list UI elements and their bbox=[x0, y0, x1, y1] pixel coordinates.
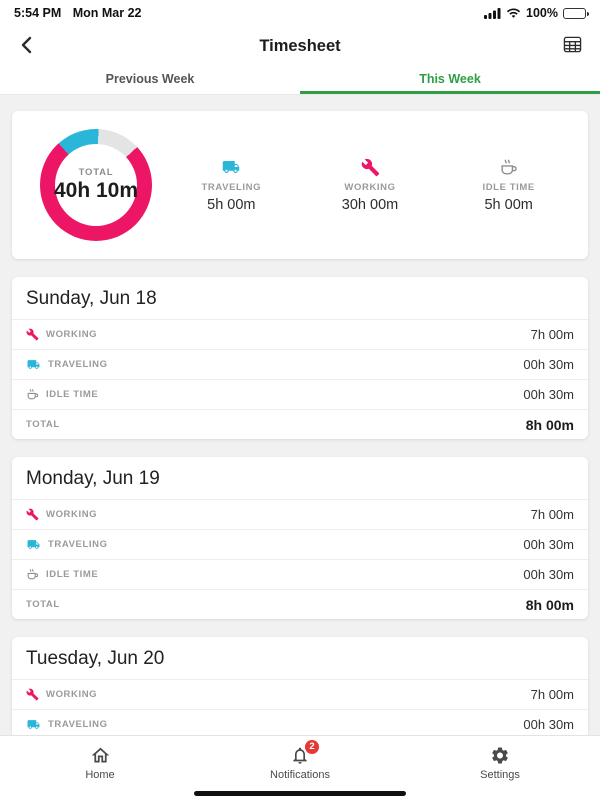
truck-icon bbox=[26, 358, 41, 371]
total-label: TOTAL bbox=[78, 167, 114, 178]
nav-label: Settings bbox=[480, 769, 520, 781]
row-working: WORKING 7h 00m bbox=[12, 319, 588, 349]
row-value: 7h 00m bbox=[530, 507, 574, 522]
row-total: TOTAL 8h 00m bbox=[12, 409, 588, 439]
day-title: Tuesday, Jun 20 bbox=[26, 648, 165, 669]
row-label: TRAVELING bbox=[48, 359, 108, 370]
battery-percent: 100% bbox=[526, 6, 558, 20]
notification-badge: 2 bbox=[305, 740, 319, 754]
row-working: WORKING 7h 00m bbox=[12, 499, 588, 529]
status-date: Mon Mar 22 bbox=[72, 6, 142, 20]
chevron-left-icon bbox=[20, 36, 32, 57]
truck-icon bbox=[220, 158, 242, 178]
calendar-button[interactable] bbox=[558, 32, 586, 60]
calendar-grid-icon bbox=[563, 35, 582, 57]
wrench-icon bbox=[361, 158, 380, 178]
donut-chart: TOTAL 40h 10m bbox=[40, 129, 152, 241]
row-label: WORKING bbox=[46, 689, 98, 700]
row-label: WORKING bbox=[46, 329, 98, 340]
metric-value: 30h 00m bbox=[341, 196, 399, 213]
row-idle: IDLE TIME 00h 30m bbox=[12, 559, 588, 589]
truck-icon bbox=[26, 718, 41, 731]
wrench-icon bbox=[26, 508, 39, 521]
metric-label: WORKING bbox=[344, 181, 396, 193]
week-tabs: Previous Week This Week bbox=[0, 66, 600, 95]
row-label: TRAVELING bbox=[48, 719, 108, 730]
cellular-signal-icon bbox=[484, 7, 501, 19]
bottom-nav: Home 2 Notifications Settings bbox=[0, 735, 600, 800]
wrench-icon bbox=[26, 328, 39, 341]
back-button[interactable] bbox=[12, 32, 40, 60]
coffee-icon bbox=[26, 568, 39, 581]
row-label: IDLE TIME bbox=[46, 389, 99, 400]
day-card-sunday: Sunday, Jun 18 WORKING 7h 00m TRAVELING … bbox=[12, 277, 588, 439]
row-working: WORKING 7h 00m bbox=[12, 679, 588, 709]
metric-idle: IDLE TIME 5h 00m bbox=[439, 158, 578, 213]
row-label: IDLE TIME bbox=[46, 569, 99, 580]
day-title: Sunday, Jun 18 bbox=[26, 288, 157, 309]
wifi-icon bbox=[506, 7, 521, 19]
tab-this-week[interactable]: This Week bbox=[300, 66, 600, 94]
row-traveling: TRAVELING 00h 30m bbox=[12, 709, 588, 739]
truck-icon bbox=[26, 538, 41, 551]
row-idle: IDLE TIME 00h 30m bbox=[12, 379, 588, 409]
row-total: TOTAL 8h 00m bbox=[12, 589, 588, 619]
row-traveling: TRAVELING 00h 30m bbox=[12, 349, 588, 379]
day-title: Monday, Jun 19 bbox=[26, 468, 160, 489]
wrench-icon bbox=[26, 688, 39, 701]
row-label: WORKING bbox=[46, 509, 98, 520]
row-value: 00h 30m bbox=[523, 717, 574, 732]
day-card-monday: Monday, Jun 19 WORKING 7h 00m TRAVELING … bbox=[12, 457, 588, 619]
row-value: 00h 30m bbox=[523, 537, 574, 552]
metric-label: IDLE TIME bbox=[482, 181, 535, 193]
status-bar: 5:54 PM Mon Mar 22 100% bbox=[0, 0, 600, 26]
coffee-icon bbox=[26, 388, 39, 401]
home-icon bbox=[90, 744, 111, 766]
metric-value: 5h 00m bbox=[207, 196, 256, 213]
nav-label: Notifications bbox=[270, 769, 330, 781]
nav-label: Home bbox=[85, 769, 115, 781]
nav-item-notifications[interactable]: 2 Notifications bbox=[200, 736, 400, 800]
row-value: 7h 00m bbox=[530, 687, 574, 702]
gear-icon bbox=[490, 744, 510, 766]
nav-item-settings[interactable]: Settings bbox=[400, 736, 600, 800]
header: Timesheet bbox=[0, 26, 600, 66]
total-value: 40h 10m bbox=[53, 179, 139, 202]
home-indicator bbox=[194, 791, 406, 796]
metric-working: WORKING 30h 00m bbox=[301, 158, 440, 213]
row-value: 00h 30m bbox=[523, 357, 574, 372]
row-traveling: TRAVELING 00h 30m bbox=[12, 529, 588, 559]
weekly-summary-card: TOTAL 40h 10m TRAVELING 5h 00m WORKING bbox=[12, 111, 588, 259]
content: TOTAL 40h 10m TRAVELING 5h 00m WORKING bbox=[0, 95, 600, 769]
tab-previous-week[interactable]: Previous Week bbox=[105, 71, 195, 86]
row-value: 7h 00m bbox=[530, 327, 574, 342]
status-time-date: 5:54 PM Mon Mar 22 bbox=[14, 6, 150, 20]
row-value: 8h 00m bbox=[525, 416, 574, 433]
row-label: TOTAL bbox=[26, 599, 60, 610]
row-label: TOTAL bbox=[26, 419, 60, 430]
row-value: 00h 30m bbox=[523, 387, 574, 402]
row-value: 8h 00m bbox=[525, 596, 574, 613]
coffee-icon bbox=[499, 158, 518, 178]
status-time: 5:54 PM bbox=[14, 6, 62, 20]
metric-value: 5h 00m bbox=[484, 196, 533, 213]
battery-icon bbox=[563, 7, 589, 19]
row-label: TRAVELING bbox=[48, 539, 108, 550]
row-value: 00h 30m bbox=[523, 567, 574, 582]
metric-label: TRAVELING bbox=[201, 181, 262, 193]
nav-item-home[interactable]: Home bbox=[0, 736, 200, 800]
page-title: Timesheet bbox=[259, 36, 341, 55]
bell-icon: 2 bbox=[290, 740, 319, 766]
metric-traveling: TRAVELING 5h 00m bbox=[162, 158, 301, 213]
